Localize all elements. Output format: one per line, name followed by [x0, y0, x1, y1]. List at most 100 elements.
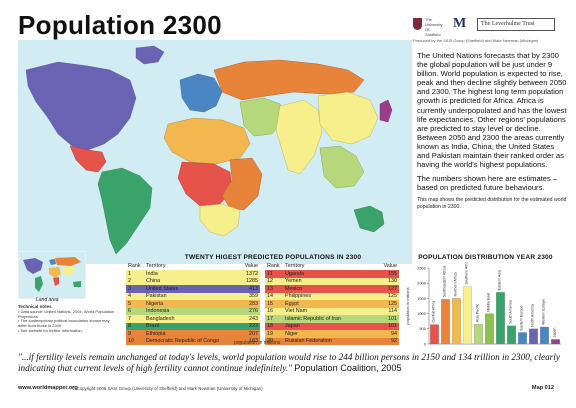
- inset-label: Land area: [36, 297, 59, 303]
- chart-bar-label: Japan: [553, 328, 557, 338]
- copyright-text: © Copyright 2006 SASI Group (University …: [72, 386, 263, 391]
- table-row: 18 Japan 101: [265, 322, 399, 330]
- table-row: 19 Niger 94: [265, 330, 399, 338]
- table-cell-value: 183: [249, 338, 258, 345]
- table-cell-territory: Egypt: [285, 300, 299, 307]
- table-row: 1 India 1372: [126, 270, 260, 278]
- table-cell-territory: Nigeria: [146, 300, 164, 307]
- table-unit-label: population in millions: [234, 340, 281, 346]
- table-cell-rank: 9: [128, 330, 131, 337]
- chart-bar: [463, 286, 472, 345]
- table-cell-rank: 14: [267, 293, 273, 300]
- table-cell-rank: 16: [267, 308, 273, 315]
- map-region-australia: [353, 205, 385, 233]
- table-cell-value: 1285: [246, 278, 258, 285]
- chart-ytick-label: 2500: [417, 265, 427, 270]
- land-area-inset-svg: [23, 257, 81, 292]
- chart-bar-label: Asia Pacific: [476, 303, 480, 322]
- table-cell-rank: 8: [128, 323, 131, 330]
- michigan-logo: M: [453, 16, 467, 31]
- technical-note: • The contemporary political boundaries …: [18, 318, 110, 329]
- table-cell-rank: 4: [128, 293, 131, 300]
- header-territory: Territory: [146, 263, 166, 269]
- website-link[interactable]: www.worldmapper.org: [18, 385, 78, 391]
- table-cell-value: 125: [388, 300, 397, 307]
- table-cell-value: 125: [388, 293, 397, 300]
- map-region-southeast-asia: [319, 145, 365, 189]
- map-region-central-africa: [177, 161, 233, 207]
- technical-note: • See website for further information.: [18, 327, 83, 333]
- table-cell-territory: India: [146, 270, 158, 277]
- table-cell-territory: China: [146, 278, 161, 285]
- technical-notes: Technical notes • Data source: United Na…: [18, 304, 116, 334]
- table-cell-territory: Pakistan: [146, 293, 167, 300]
- technical-notes-title: Technical notes: [18, 304, 52, 309]
- table-cell-territory: Russian Federation: [285, 338, 332, 345]
- table-row: 2 China 1285: [126, 277, 260, 285]
- map-region-south-america: [97, 167, 153, 255]
- chart-bar: [452, 298, 461, 345]
- table-cell-rank: 19: [267, 330, 273, 337]
- table-cell-value: 127: [388, 285, 397, 292]
- table-row: 10 Democratic Republic of Congo 183: [126, 337, 260, 345]
- map-region-northern-africa: [163, 117, 251, 165]
- table-cell-territory: Indonesia: [146, 308, 170, 315]
- table-cell-value: 155: [388, 270, 397, 277]
- description-paragraph-2: The numbers shown here are estimates – b…: [417, 174, 558, 193]
- map-region-mexico: [69, 145, 107, 173]
- table-cell-rank: 1: [128, 270, 131, 277]
- chart-bar-label: Eastern Europe: [520, 305, 524, 330]
- table-cell-value: 276: [249, 308, 258, 315]
- table-cell-rank: 5: [128, 300, 131, 307]
- table-cell-territory: Niger: [285, 330, 298, 337]
- description-paragraph-1: The United Nations forecasts that by 230…: [417, 51, 567, 170]
- table-cell-rank: 20: [267, 338, 273, 345]
- chart-bar-label: Southern Africa: [465, 262, 469, 285]
- leverhulme-logo: The Leverhulme Trust: [477, 18, 555, 31]
- chart-bar: [441, 299, 450, 345]
- table-cell-territory: Viet Nam: [285, 308, 308, 315]
- table-cell-rank: 7: [128, 315, 131, 322]
- map-number: Map 012: [531, 385, 554, 391]
- table-cell-territory: Islamic Republic of Iran: [285, 315, 342, 322]
- chart-ytick-label: 0: [424, 341, 427, 346]
- map-region-western-europe: [179, 73, 223, 113]
- quote-source: Population Coalition, 2005: [294, 363, 402, 374]
- description-paragraph-3: This map shows the predicted distributio…: [417, 197, 567, 210]
- quote-text: "...if fertility levels remain unchanged…: [18, 352, 560, 374]
- chart-bar-label: Middle East: [487, 293, 491, 312]
- header-rank: Rank: [267, 263, 280, 269]
- cartogram-svg: [25, 45, 393, 255]
- table-row: 13 Mexico 127: [265, 285, 399, 293]
- table-cell-territory: Brazil: [146, 323, 160, 330]
- table-cell-territory: Yemen: [285, 278, 302, 285]
- population-table-right: Rank Territory Value 11 Uganda 155 12 Yemen 1…: [265, 262, 399, 345]
- table-row: 17 Islamic Republic of Iran 101: [265, 315, 399, 323]
- table-header-row: Rank Territory Value: [126, 262, 260, 270]
- header-value: Value: [244, 263, 258, 269]
- chart-ytick-label: 1000: [417, 311, 427, 316]
- table-row: 7 Bangladesh 243: [126, 315, 260, 323]
- chart-bar-label: Southeastern Africa: [443, 266, 447, 297]
- table-cell-rank: 3: [128, 285, 131, 292]
- chart-bar: [485, 313, 494, 345]
- table-cell-rank: 12: [267, 278, 273, 285]
- table-row: 16 Viet Nam 114: [265, 307, 399, 315]
- table-cell-value: 359: [249, 293, 258, 300]
- table-cell-rank: 6: [128, 308, 131, 315]
- chart-bar-label: Eastern Asia: [498, 270, 502, 290]
- quote-block: "...if fertility levels remain unchanged…: [18, 352, 564, 374]
- chart-title: POPULATION DISTRIBUTION YEAR 2300: [418, 254, 553, 261]
- chart-bar-label: South America: [509, 300, 513, 323]
- table-cell-value: 130: [388, 278, 397, 285]
- footer: www.worldmapper.org © Copyright 2006 SAS…: [18, 384, 564, 394]
- table-cell-territory: Mexico: [285, 285, 303, 292]
- table-cell-territory: Ethiopia: [146, 330, 166, 337]
- map-region-south-asia: [275, 99, 323, 175]
- table-cell-territory: Philippines: [285, 293, 312, 300]
- table-row: 6 Indonesia 276: [126, 307, 260, 315]
- table-header-row: Rank Territory Value: [265, 262, 399, 270]
- land-area-inset-map: [18, 251, 86, 299]
- table-row: 5 Nigeria 283: [126, 300, 260, 308]
- chart-bar: [529, 328, 538, 345]
